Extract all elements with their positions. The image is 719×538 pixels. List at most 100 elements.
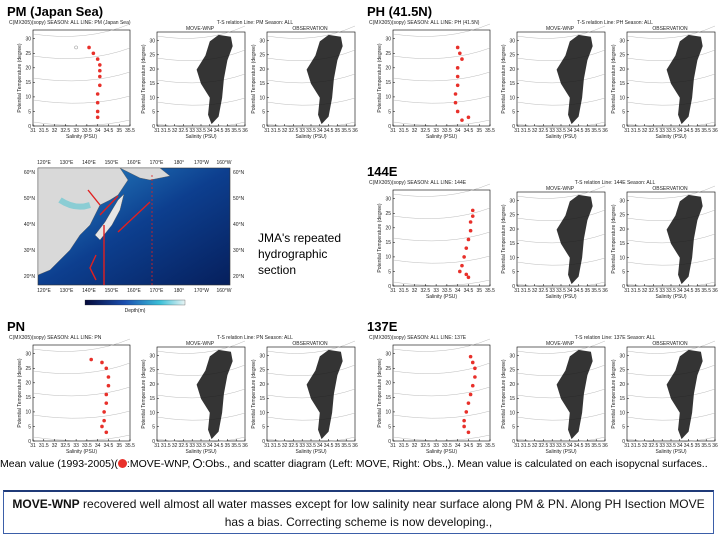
x-axis-label: Salinity (PSU) <box>545 449 576 455</box>
y-tick-label: 10 <box>509 255 515 261</box>
mean-point <box>102 419 106 423</box>
station-panel: 137EC(MX305)(sopy) SEASON: ALL LINE: 137… <box>367 319 718 455</box>
mean-point <box>462 255 466 259</box>
ts-scatter-cloud <box>667 350 703 439</box>
y-tick-label: 5 <box>262 425 265 431</box>
map-lon-label: 130°E <box>60 288 74 294</box>
map-lon-label: 170°E <box>150 288 164 294</box>
x-tick-label: 31.5 <box>39 443 49 449</box>
y-tick-label: 30 <box>385 352 391 358</box>
slide: {"panels": [ {"title": "PM (Japan Sea)",… <box>0 0 719 538</box>
plot-frame <box>393 30 490 126</box>
density-contour <box>267 365 355 376</box>
mean-point <box>456 110 460 114</box>
y-tick-label: 30 <box>619 38 625 44</box>
x-tick-label: 31 <box>390 443 396 449</box>
mean-header: C(MX305)(sopy) SEASON: ALL LINE: 144E <box>369 180 467 186</box>
mean-point <box>469 393 473 397</box>
mean-point <box>471 209 475 213</box>
map-lon-label: 180° <box>174 160 184 166</box>
x-tick-label: 35 <box>335 443 341 449</box>
y-axis-label: Potential Temperature (degree) <box>141 359 147 428</box>
y-axis-label: Potential Temperature (degree) <box>141 44 147 113</box>
station-panel: PM (Japan Sea)C(MX305)(sopy) SEASON: ALL… <box>7 4 358 140</box>
x-tick-label: 32 <box>52 443 58 449</box>
y-tick-label: 20 <box>259 67 265 73</box>
x-tick-label: 31 <box>30 128 36 134</box>
x-tick-label: 35.5 <box>485 443 495 449</box>
ts-header: T-S relation Line: PN Season: ALL <box>217 335 293 341</box>
y-axis-label: Potential Temperature (degree) <box>611 44 617 113</box>
colorbar <box>85 300 185 305</box>
y-tick-label: 15 <box>385 80 391 86</box>
y-axis-label: Potential Temperature (degree) <box>251 44 257 113</box>
x-tick-label: 35.5 <box>591 128 601 134</box>
x-tick-label: 35.5 <box>341 128 351 134</box>
y-tick-label: 30 <box>385 197 391 203</box>
ts-scatter-cloud <box>307 35 343 124</box>
density-contour <box>517 413 605 420</box>
x-axis-label: Salinity (PSU) <box>185 134 216 140</box>
x-tick-label: 32 <box>642 288 648 294</box>
x-tick-label: 35.5 <box>701 288 711 294</box>
y-tick-label: 30 <box>149 353 155 359</box>
x-tick-label: 31.5 <box>631 443 641 449</box>
density-contour <box>33 96 130 103</box>
x-tick-label: 31.5 <box>39 128 49 134</box>
ts-header: T-S relation Line: 144E Season: ALL <box>575 180 656 186</box>
y-tick-label: 10 <box>619 410 625 416</box>
x-tick-label: 34.5 <box>464 443 474 449</box>
y-tick-label: 25 <box>259 53 265 59</box>
y-tick-label: 5 <box>28 109 31 115</box>
y-tick-label: 25 <box>149 53 155 59</box>
y-tick-label: 10 <box>25 410 31 416</box>
panel-title: PN <box>7 319 25 334</box>
density-contour <box>393 96 490 103</box>
y-tick-label: 5 <box>152 425 155 431</box>
y-tick-label: 25 <box>619 213 625 219</box>
y-tick-label: 10 <box>149 410 155 416</box>
mean-point <box>462 419 466 423</box>
ts-right-title: OBSERVATION <box>292 341 328 347</box>
map-lat-label: 20°N <box>233 274 245 280</box>
y-tick-label: 15 <box>25 395 31 401</box>
y-tick-label: 20 <box>25 66 31 72</box>
x-axis-label: Salinity (PSU) <box>655 294 686 300</box>
x-tick-label: 32 <box>52 128 58 134</box>
mean-point <box>100 425 104 429</box>
y-tick-label: 10 <box>25 95 31 101</box>
y-tick-label: 15 <box>385 395 391 401</box>
map-lat-label: 50°N <box>24 196 36 202</box>
ts-scatter-cloud <box>307 350 343 439</box>
density-contour <box>267 413 355 420</box>
density-contour <box>157 50 245 61</box>
y-tick-label: 20 <box>619 67 625 73</box>
ts-right-title: OBSERVATION <box>652 341 688 347</box>
obs-marker <box>193 459 202 468</box>
y-tick-label: 30 <box>509 198 515 204</box>
map-lon-label: 140°E <box>82 160 96 166</box>
mean-point <box>456 46 460 50</box>
x-tick-label: 31 <box>624 443 630 449</box>
map-lat-label: 60°N <box>233 170 245 176</box>
density-contour <box>33 387 130 396</box>
y-tick-label: 20 <box>509 67 515 73</box>
mean-point <box>454 92 458 96</box>
ts-header: T-S relation Line: PM Season: ALL <box>217 20 294 26</box>
density-contour <box>33 72 130 81</box>
map-lon-label: 160°W <box>216 160 231 166</box>
x-tick-label: 35 <box>695 128 701 134</box>
x-tick-label: 36 <box>352 128 358 134</box>
y-tick-label: 20 <box>149 67 155 73</box>
plot-frame <box>393 190 490 286</box>
y-tick-label: 20 <box>385 226 391 232</box>
x-tick-label: 31.5 <box>399 128 409 134</box>
x-tick-label: 32 <box>282 128 288 134</box>
density-contour <box>517 365 605 376</box>
mean-point <box>92 51 96 55</box>
y-tick-label: 10 <box>385 255 391 261</box>
y-tick-label: 30 <box>25 37 31 43</box>
density-contour <box>393 120 490 126</box>
y-tick-label: 20 <box>619 382 625 388</box>
mean-point <box>96 92 100 96</box>
